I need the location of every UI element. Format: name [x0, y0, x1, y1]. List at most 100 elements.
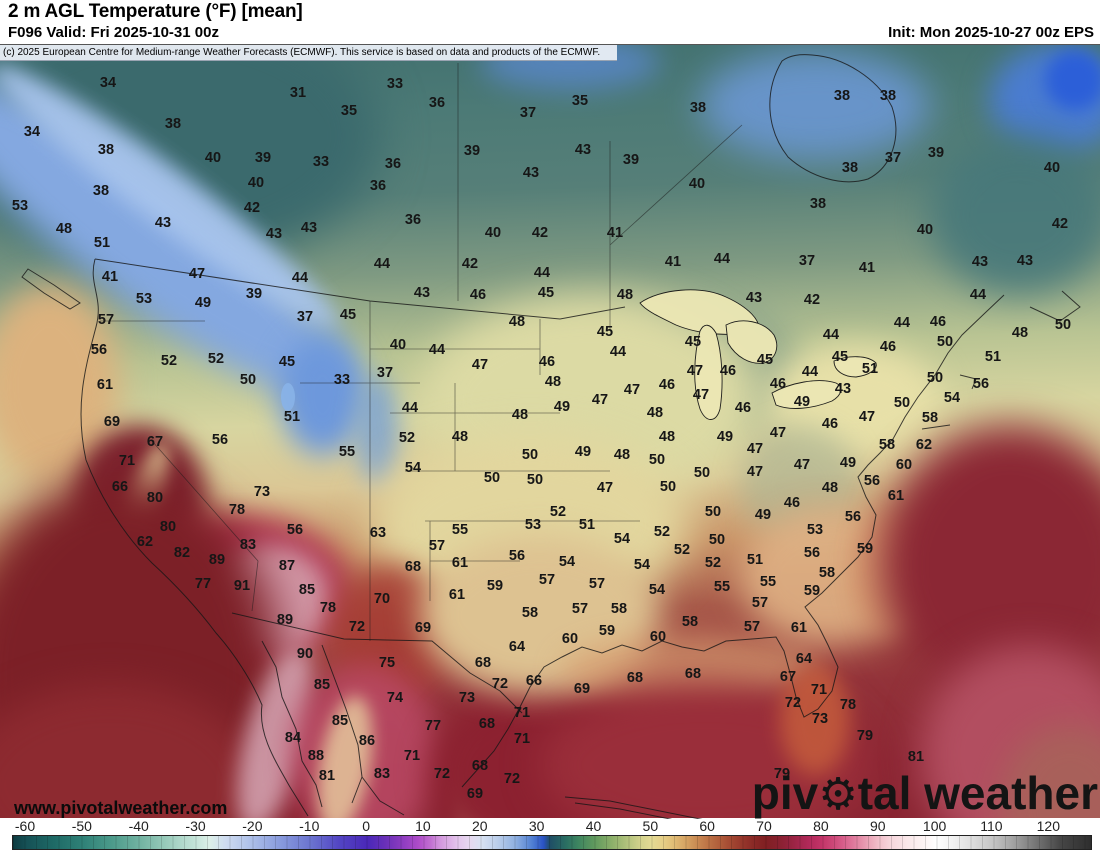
cuba-coastline: [564, 796, 703, 819]
temp-label: 47: [188, 266, 206, 282]
temp-label: 72: [491, 676, 509, 692]
temp-label: 36: [384, 156, 402, 172]
temp-label: 85: [331, 713, 349, 729]
temp-label: 61: [96, 377, 114, 393]
temp-label: 39: [622, 152, 640, 168]
temp-label: 50: [239, 372, 257, 388]
temp-label: 87: [278, 558, 296, 574]
temp-label: 42: [803, 292, 821, 308]
temp-label: 48: [646, 405, 664, 421]
temp-label: 56: [803, 545, 821, 561]
temp-label: 68: [471, 758, 489, 774]
temp-label: 37: [519, 105, 537, 121]
state-borders: [100, 63, 743, 641]
temp-label: 54: [558, 554, 576, 570]
temp-label: 38: [164, 116, 182, 132]
temp-label: 53: [806, 522, 824, 538]
temp-label: 59: [486, 578, 504, 594]
temp-label: 33: [312, 154, 330, 170]
temp-label: 78: [839, 697, 857, 713]
temp-label: 40: [204, 150, 222, 166]
temp-label: 45: [684, 334, 702, 350]
temp-label: 90: [296, 646, 314, 662]
temp-label: 47: [591, 392, 609, 408]
temp-label: 62: [136, 534, 154, 550]
temp-label: 86: [358, 733, 376, 749]
temp-label: 45: [596, 324, 614, 340]
temp-label: 57: [428, 538, 446, 554]
colorbar-tick: -50: [71, 818, 92, 834]
us-mexico-border: [231, 612, 523, 714]
temp-label: 50: [648, 452, 666, 468]
temp-label: 88: [307, 748, 325, 764]
colorbar-tick: 50: [642, 818, 659, 834]
lake-ontario: [833, 356, 877, 378]
colorbar-tick: -20: [242, 818, 263, 834]
temp-label: 57: [538, 572, 556, 588]
temp-label: 83: [373, 766, 391, 782]
temp-label: 46: [929, 314, 947, 330]
temp-label: 83: [239, 537, 257, 553]
temp-label: 50: [926, 370, 944, 386]
pacific-coastline: [80, 258, 309, 817]
temp-label: 58: [818, 565, 836, 581]
field-region: [355, 375, 400, 485]
temp-label: 44: [428, 342, 446, 358]
temp-label: 38: [879, 88, 897, 104]
temp-label: 43: [413, 285, 431, 301]
us-canada-border: [94, 258, 626, 320]
temp-label: 50: [659, 479, 677, 495]
colorbar-tick: 30: [528, 818, 545, 834]
temp-label: 44: [373, 256, 391, 272]
temp-label: 71: [513, 731, 531, 747]
temp-label: 47: [793, 457, 811, 473]
temp-label: 55: [451, 522, 469, 538]
temp-label: 38: [97, 142, 115, 158]
temp-label: 57: [571, 601, 589, 617]
temp-label: 50: [708, 532, 726, 548]
temp-label: 91: [233, 578, 251, 594]
temp-label: 47: [858, 409, 876, 425]
temp-label: 68: [478, 716, 496, 732]
colorbar-gradient: [12, 835, 1092, 850]
temp-label: 47: [746, 464, 764, 480]
temp-label: 80: [159, 519, 177, 535]
temp-label: 79: [773, 766, 791, 782]
watermark: piv⚙tal weather: [752, 770, 1098, 817]
temp-label: 50: [893, 395, 911, 411]
cape-cod: [959, 374, 977, 390]
temp-label: 52: [653, 524, 671, 540]
temp-label: 64: [795, 651, 813, 667]
temp-label: 56: [863, 473, 881, 489]
temp-label: 54: [633, 557, 651, 573]
temp-label: 47: [471, 357, 489, 373]
colorbar-area: -60 -50 -40 -30 -20 -10 0 10 20 30 40 50 60 70 80 90 100…: [0, 818, 1100, 850]
temp-label: 60: [649, 629, 667, 645]
temp-label: 40: [247, 175, 265, 191]
temp-label: 56: [211, 432, 229, 448]
temp-label: 48: [1011, 325, 1029, 341]
temp-label: 51: [746, 552, 764, 568]
temp-label: 51: [984, 349, 1002, 365]
temp-label: 44: [533, 265, 551, 281]
temp-label: 69: [466, 786, 484, 802]
hudson-bay: [769, 54, 897, 183]
temp-label: 48: [616, 287, 634, 303]
temp-label: 50: [936, 334, 954, 350]
temp-label: 44: [713, 251, 731, 267]
colorbar-tick: 100: [922, 818, 947, 834]
temp-label: 51: [283, 409, 301, 425]
colorbar-tick: -30: [185, 818, 206, 834]
watermark-prefix: piv: [751, 767, 819, 819]
temp-label: 51: [578, 517, 596, 533]
temp-label: 62: [915, 437, 933, 453]
header: 2 m AGL Temperature (°F) [mean] F096 Val…: [0, 0, 1100, 44]
temp-label: 53: [135, 291, 153, 307]
temp-label: 43: [300, 220, 318, 236]
temp-label: 85: [298, 582, 316, 598]
temp-label: 47: [746, 441, 764, 457]
temp-label: 50: [483, 470, 501, 486]
temp-label: 41: [858, 260, 876, 276]
temp-label: 47: [769, 425, 787, 441]
temp-label: 77: [424, 718, 442, 734]
